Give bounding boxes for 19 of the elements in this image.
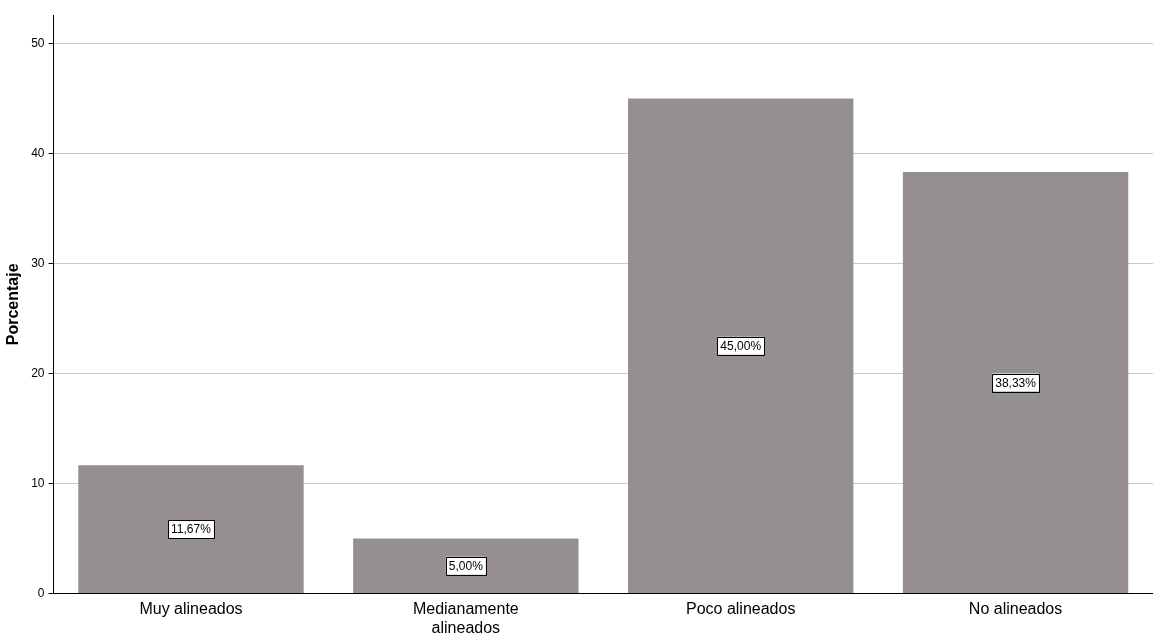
data-label: 45,00% [720, 339, 762, 354]
y-tick-label: 40 [31, 145, 45, 160]
y-tick-label: 50 [31, 35, 45, 50]
y-axis-title: Porcentaje [4, 263, 22, 346]
x-tick-label: Poco alineados [685, 599, 796, 617]
bar [902, 171, 1129, 594]
data-label: 11,67% [171, 522, 212, 537]
data-label: 38,33% [995, 375, 1037, 390]
bar [353, 538, 579, 594]
x-tick-label: Medianamente alineados [412, 599, 519, 636]
bar [628, 98, 854, 594]
bar [78, 465, 304, 594]
y-tick-label: 20 [31, 365, 45, 380]
data-label: 5,00% [448, 559, 484, 574]
y-tick-label: 30 [31, 255, 45, 270]
y-tick-label: 10 [31, 475, 45, 490]
x-tick-label: No alineados [968, 599, 1063, 617]
y-tick-label: 0 [37, 585, 45, 600]
x-tick-label: Muy alineados [139, 599, 243, 617]
